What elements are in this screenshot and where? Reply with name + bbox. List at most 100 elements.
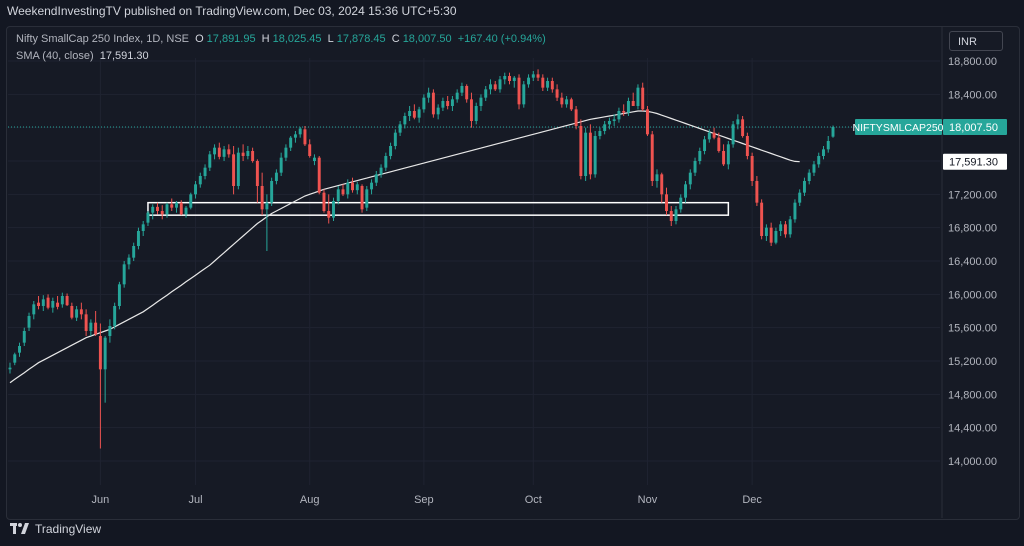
candle-body (360, 186, 364, 210)
candle-body (508, 76, 511, 81)
currency-button[interactable]: INR (949, 31, 1003, 51)
candle-body (189, 194, 193, 208)
candle-body (698, 151, 702, 161)
candle-body (60, 296, 64, 305)
candle-body (32, 304, 36, 315)
candle-body (693, 161, 697, 173)
candle-body (65, 296, 69, 306)
candle-body (584, 132, 588, 176)
x-tick-label: Nov (638, 494, 658, 506)
y-tick-label: 14,800.00 (948, 389, 997, 401)
candle-body (684, 184, 688, 198)
candle-body (136, 231, 140, 246)
sma-value: 17,591.30 (99, 50, 149, 62)
candle-body (298, 128, 302, 135)
candle-body (270, 181, 274, 203)
candle-body (531, 74, 535, 78)
candle-body (146, 212, 150, 223)
candle-body (617, 111, 621, 120)
candle-body (289, 137, 293, 148)
candle-body (512, 77, 516, 81)
high-label: H (261, 33, 270, 45)
candle-body (798, 192, 802, 203)
y-tick-label: 17,200.00 (948, 189, 997, 201)
candle-body (441, 101, 445, 108)
y-tick-label: 16,800.00 (948, 223, 997, 235)
candle-body (18, 346, 21, 353)
candle-body (246, 151, 250, 156)
x-tick-label: Sep (414, 494, 434, 506)
candle-body (232, 154, 236, 186)
x-tick-label: Jul (189, 494, 203, 506)
candle-body (446, 101, 450, 106)
candle-body (408, 111, 412, 116)
candle-body (745, 136, 749, 156)
candle-body (650, 134, 654, 181)
candle-body (227, 149, 231, 155)
open-label: O (195, 33, 204, 45)
x-tick-label: Jun (92, 494, 110, 506)
candle-body (84, 314, 88, 331)
y-tick-label: 15,200.00 (948, 356, 997, 368)
candle-body (489, 84, 492, 90)
symbol-legend: Nifty SmallCap 250 Index, 1D, NSE O 17,89… (16, 33, 549, 45)
candle-body (517, 77, 521, 105)
sma-legend: SMA (40, close) 17,591.30 (16, 50, 152, 62)
candle-body (565, 99, 569, 105)
candle-body (736, 119, 740, 125)
candle-body (703, 139, 707, 151)
y-tick-label: 14,400.00 (948, 423, 997, 435)
candle-body (241, 152, 245, 156)
candle-body (165, 204, 169, 215)
y-tick-label: 18,800.00 (948, 56, 997, 68)
candle-body (536, 74, 540, 78)
candle-body (588, 132, 592, 175)
candle-body (731, 124, 735, 145)
low-value: 17,878.45 (336, 33, 386, 45)
candle-body (450, 99, 454, 106)
sma-tag-bg (943, 153, 1007, 170)
candle-body (493, 84, 497, 90)
y-tick-label: 18,400.00 (948, 89, 997, 101)
candle-body (108, 326, 112, 336)
candle-body (56, 302, 60, 307)
candle-body (631, 101, 635, 106)
tradingview-logo[interactable]: TradingView (10, 522, 101, 536)
candle-body (669, 211, 673, 221)
candle-body (455, 92, 459, 100)
candle-body (151, 206, 155, 213)
candle-body (127, 257, 131, 265)
candle-body (336, 189, 340, 201)
candle-body (427, 92, 431, 98)
candle-body (503, 76, 507, 80)
candle-body (665, 194, 668, 211)
candle-body (274, 172, 278, 181)
candle-body (332, 201, 335, 218)
candle-body (755, 181, 759, 203)
tradingview-logo-icon (10, 523, 29, 534)
candle-body (46, 297, 50, 308)
candle-body (688, 172, 692, 185)
candle-body (79, 309, 83, 315)
candle-body (498, 79, 502, 90)
candle-body (403, 116, 407, 125)
candle-body (431, 92, 435, 115)
candle-body (802, 181, 806, 193)
last-price-tag-bg (943, 119, 1007, 136)
candle-body (726, 144, 730, 165)
candle-body (303, 129, 307, 145)
candle-body (217, 147, 221, 157)
candle-body (51, 301, 55, 308)
candle-body (645, 109, 649, 135)
chart-frame[interactable] (6, 26, 1020, 520)
candle-body (522, 84, 526, 105)
candle-body (793, 202, 797, 220)
candle-body (293, 134, 297, 138)
candle-body (469, 99, 473, 121)
candle-body (8, 367, 12, 370)
candle-body (22, 331, 26, 343)
candle-body (279, 157, 283, 173)
candle-body (393, 132, 397, 146)
high-value: 18,025.45 (272, 33, 322, 45)
